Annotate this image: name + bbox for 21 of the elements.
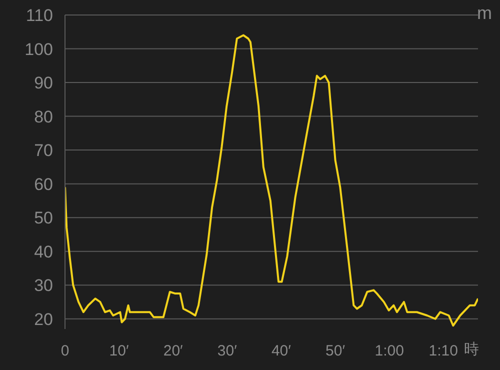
x-tick-label: 20′: [163, 342, 184, 360]
y-tick-label: 110: [26, 6, 53, 26]
x-tick-label: 10′: [109, 342, 129, 360]
y-tick-label: 50: [34, 208, 53, 228]
y-tick-label: 80: [34, 107, 53, 126]
x-tick-label: 0: [60, 342, 70, 360]
y-tick-label: 30: [34, 276, 53, 296]
x-tick-label: 1:00: [374, 342, 404, 360]
x-tick-label: 40′: [271, 342, 292, 360]
y-tick-label: 20: [34, 310, 53, 329]
y-tick-label: 40: [34, 242, 53, 262]
y-tick-label: 60: [34, 174, 53, 194]
y-axis-title: m: [477, 3, 492, 24]
x-tick-label: 50′: [326, 342, 346, 360]
x-tick-label: 30′: [217, 342, 238, 360]
x-tick-label: 1:10: [428, 342, 458, 360]
x-axis-title: 時: [464, 340, 479, 359]
y-tick-label: 70: [34, 141, 53, 160]
y-tick-label: 90: [34, 74, 53, 93]
line-series: [65, 34, 478, 327]
y-tick-label: 100: [24, 40, 53, 59]
